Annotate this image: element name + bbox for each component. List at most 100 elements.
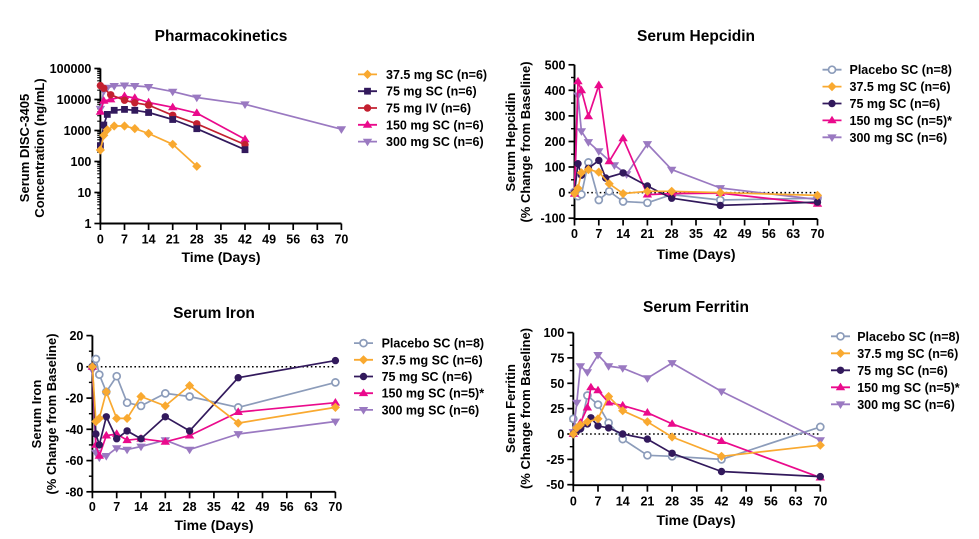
svg-text:42: 42 xyxy=(231,500,245,514)
svg-text:75 mg SC (n=6): 75 mg SC (n=6) xyxy=(857,364,948,378)
svg-text:70: 70 xyxy=(811,227,825,241)
svg-text:200: 200 xyxy=(545,135,566,149)
svg-text:Serum Iron: Serum Iron xyxy=(173,305,255,322)
svg-text:25: 25 xyxy=(550,402,564,416)
svg-text:0: 0 xyxy=(89,500,96,514)
svg-text:49: 49 xyxy=(256,500,270,514)
svg-text:28: 28 xyxy=(665,495,679,509)
svg-text:14: 14 xyxy=(616,227,630,241)
svg-text:Placebo SC (n=8): Placebo SC (n=8) xyxy=(857,330,959,344)
svg-text:-80: -80 xyxy=(65,485,83,499)
svg-text:300 mg SC (n=6): 300 mg SC (n=6) xyxy=(382,403,480,417)
svg-text:-100: -100 xyxy=(540,212,565,226)
svg-text:(% Change from Baseline): (% Change from Baseline) xyxy=(518,328,533,489)
svg-text:49: 49 xyxy=(739,495,753,509)
svg-text:63: 63 xyxy=(786,227,800,241)
svg-text:300 mg SC (n=6): 300 mg SC (n=6) xyxy=(850,131,948,145)
svg-text:-60: -60 xyxy=(65,454,83,468)
svg-text:42: 42 xyxy=(715,495,729,509)
svg-text:Placebo SC (n=8): Placebo SC (n=8) xyxy=(382,337,484,351)
svg-text:0: 0 xyxy=(571,227,578,241)
svg-text:(% Change from Baseline): (% Change from Baseline) xyxy=(518,61,533,222)
svg-text:50: 50 xyxy=(550,377,564,391)
svg-text:75 mg IV (n=6): 75 mg IV (n=6) xyxy=(386,102,471,116)
svg-text:-20: -20 xyxy=(65,392,83,406)
svg-text:21: 21 xyxy=(640,227,654,241)
svg-text:21: 21 xyxy=(640,495,654,509)
svg-text:75: 75 xyxy=(550,351,564,365)
svg-text:0: 0 xyxy=(76,360,83,374)
svg-text:Serum DISC-3405: Serum DISC-3405 xyxy=(17,94,32,202)
svg-text:0: 0 xyxy=(570,495,577,509)
svg-text:Concentration (ng/mL): Concentration (ng/mL) xyxy=(32,78,47,217)
svg-text:14: 14 xyxy=(616,495,630,509)
svg-text:35: 35 xyxy=(689,227,703,241)
svg-text:(% Change from Baseline): (% Change from Baseline) xyxy=(44,333,59,494)
svg-text:300 mg SC (n=6): 300 mg SC (n=6) xyxy=(386,135,484,149)
svg-text:21: 21 xyxy=(158,500,172,514)
svg-text:100: 100 xyxy=(543,326,564,340)
svg-text:Time (Days): Time (Days) xyxy=(181,249,260,265)
svg-text:35: 35 xyxy=(214,233,228,247)
svg-text:100: 100 xyxy=(545,161,566,175)
svg-text:28: 28 xyxy=(665,227,679,241)
svg-text:300 mg SC (n=6): 300 mg SC (n=6) xyxy=(857,398,955,412)
svg-text:0: 0 xyxy=(97,233,104,247)
svg-text:10000: 10000 xyxy=(57,93,92,107)
svg-text:56: 56 xyxy=(286,233,300,247)
svg-text:75 mg SC (n=6): 75 mg SC (n=6) xyxy=(382,370,473,384)
svg-text:70: 70 xyxy=(328,500,342,514)
svg-text:35: 35 xyxy=(207,500,221,514)
svg-text:Pharmacokinetics: Pharmacokinetics xyxy=(155,28,288,45)
svg-text:Serum Ferritin: Serum Ferritin xyxy=(503,364,518,453)
svg-text:400: 400 xyxy=(545,84,566,98)
svg-text:63: 63 xyxy=(310,233,324,247)
svg-text:56: 56 xyxy=(762,227,776,241)
svg-text:14: 14 xyxy=(134,500,148,514)
svg-text:7: 7 xyxy=(121,233,128,247)
svg-text:56: 56 xyxy=(764,495,778,509)
svg-text:Serum Hepcidin: Serum Hepcidin xyxy=(503,92,518,191)
svg-text:Time (Days): Time (Days) xyxy=(174,517,253,533)
svg-text:7: 7 xyxy=(595,495,602,509)
svg-text:70: 70 xyxy=(813,495,827,509)
svg-text:7: 7 xyxy=(595,227,602,241)
svg-text:100000: 100000 xyxy=(50,62,92,76)
svg-text:49: 49 xyxy=(738,227,752,241)
svg-text:37.5 mg SC (n=6): 37.5 mg SC (n=6) xyxy=(386,68,487,82)
svg-text:42: 42 xyxy=(713,227,727,241)
svg-text:Serum Ferritin: Serum Ferritin xyxy=(643,299,749,316)
svg-text:28: 28 xyxy=(183,500,197,514)
svg-text:37.5 mg SC (n=6): 37.5 mg SC (n=6) xyxy=(857,347,958,361)
svg-text:300: 300 xyxy=(545,109,566,123)
svg-text:7: 7 xyxy=(113,500,120,514)
svg-text:75 mg SC (n=6): 75 mg SC (n=6) xyxy=(850,97,941,111)
svg-text:70: 70 xyxy=(334,233,348,247)
svg-text:150 mg SC (n=5)*: 150 mg SC (n=5)* xyxy=(382,387,485,401)
svg-text:42: 42 xyxy=(238,233,252,247)
svg-text:75 mg SC (n=6): 75 mg SC (n=6) xyxy=(386,85,477,99)
svg-text:-25: -25 xyxy=(546,453,564,467)
svg-text:-40: -40 xyxy=(65,423,83,437)
svg-text:35: 35 xyxy=(690,495,704,509)
svg-text:10: 10 xyxy=(77,186,91,200)
svg-text:37.5 mg SC (n=6): 37.5 mg SC (n=6) xyxy=(382,353,483,367)
svg-text:0: 0 xyxy=(557,428,564,442)
svg-text:1: 1 xyxy=(84,217,91,231)
svg-text:Serum Iron: Serum Iron xyxy=(29,380,44,449)
svg-text:500: 500 xyxy=(545,58,566,72)
svg-text:20: 20 xyxy=(69,329,83,343)
svg-text:Placebo SC (n=8): Placebo SC (n=8) xyxy=(850,63,952,77)
svg-text:Time (Days): Time (Days) xyxy=(656,246,735,262)
svg-text:150 mg SC (n=5)*: 150 mg SC (n=5)* xyxy=(857,381,960,395)
svg-text:1000: 1000 xyxy=(64,124,92,138)
svg-text:63: 63 xyxy=(789,495,803,509)
svg-text:56: 56 xyxy=(280,500,294,514)
svg-text:-50: -50 xyxy=(546,478,564,492)
svg-text:Serum Hepcidin: Serum Hepcidin xyxy=(637,28,755,45)
svg-text:100: 100 xyxy=(71,155,92,169)
svg-text:150 mg SC (n=6): 150 mg SC (n=6) xyxy=(386,118,484,132)
svg-text:28: 28 xyxy=(190,233,204,247)
svg-text:0: 0 xyxy=(559,186,566,200)
svg-text:21: 21 xyxy=(166,233,180,247)
